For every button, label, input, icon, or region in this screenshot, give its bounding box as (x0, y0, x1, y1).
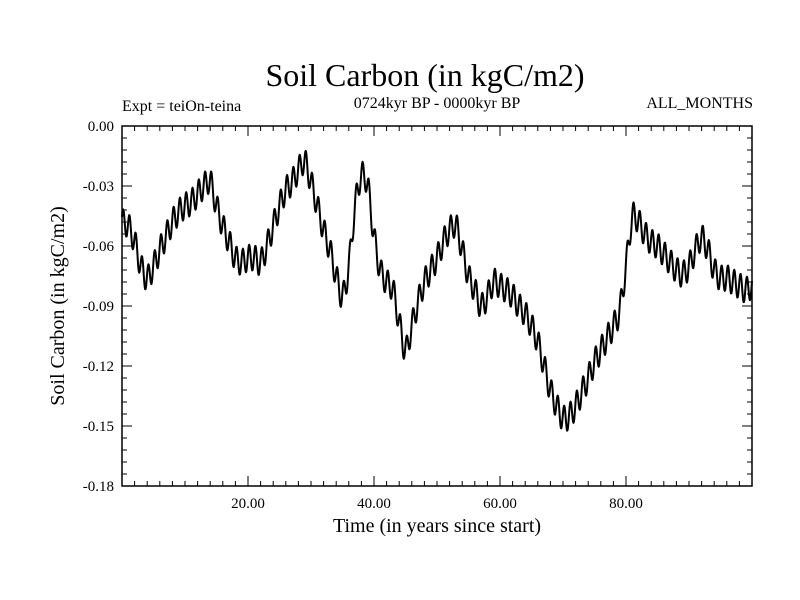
x-tick-label: 80.00 (609, 496, 643, 512)
y-tick-label: 0.00 (88, 119, 114, 135)
series-line-soil-carbon (121, 149, 753, 432)
y-tick-label: -0.12 (83, 359, 114, 375)
y-axis-ticks: 0.00 -0.03 -0.06 -0.09 -0.12 -0.15 -0.18 (83, 119, 752, 495)
x-axis-label: Time (in years since start) (333, 515, 541, 537)
y-tick-label: -0.15 (83, 419, 114, 435)
chart-title: Soil Carbon (in kgC/m2) (265, 57, 584, 93)
y-tick-label: -0.09 (83, 299, 114, 315)
x-tick-label: 20.00 (231, 496, 265, 512)
y-tick-label: -0.06 (83, 239, 115, 255)
experiment-label: Expt = teiOn-teina (122, 98, 241, 115)
y-tick-label: -0.18 (83, 479, 114, 495)
chart-subtitle: 0724kyr BP - 0000kyr BP (354, 95, 521, 112)
y-axis-label: Soil Carbon (in kgC/m2) (47, 206, 69, 405)
x-axis-ticks: 20.00 40.00 60.00 80.00 (134, 126, 740, 512)
plot-frame (121, 125, 753, 487)
months-label: ALL_MONTHS (646, 95, 753, 112)
x-tick-label: 60.00 (483, 496, 517, 512)
y-tick-label: -0.03 (83, 179, 114, 195)
x-tick-label: 40.00 (357, 496, 391, 512)
